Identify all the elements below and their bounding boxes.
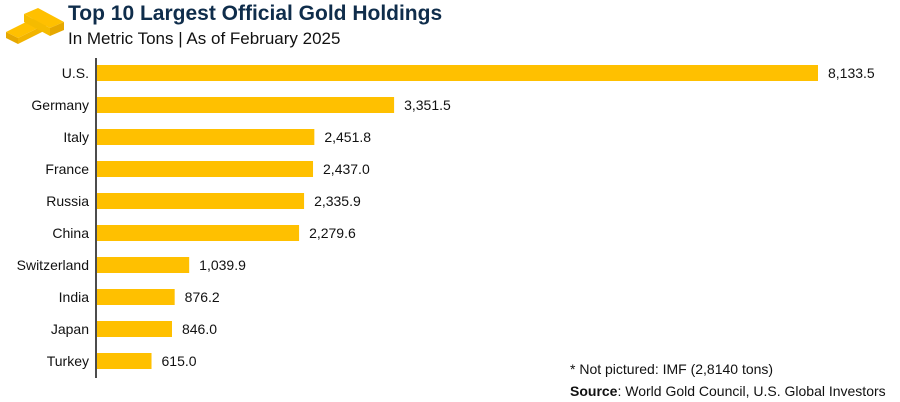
category-label: Turkey <box>47 353 89 369</box>
bar <box>97 321 172 337</box>
data-label: 876.2 <box>185 289 220 305</box>
bar <box>97 289 175 305</box>
chart-title: Top 10 Largest Official Gold Holdings <box>68 2 443 25</box>
source-label: Source <box>570 383 618 399</box>
bar <box>97 97 395 113</box>
category-label: Japan <box>51 321 89 337</box>
category-label: China <box>52 225 89 241</box>
data-label: 1,039.9 <box>199 257 246 273</box>
data-label: 2,279.6 <box>309 225 356 241</box>
data-label: 2,451.8 <box>324 129 371 145</box>
source-text: : World Gold Council, U.S. Global Invest… <box>617 383 886 399</box>
bar <box>97 193 305 209</box>
data-label: 615.0 <box>162 353 197 369</box>
data-label: 846.0 <box>182 321 217 337</box>
category-label: France <box>45 161 89 177</box>
data-label: 3,351.5 <box>404 97 451 113</box>
category-label: Russia <box>46 193 89 209</box>
data-label: 2,335.9 <box>314 193 361 209</box>
category-label: Switzerland <box>17 257 89 273</box>
chart-subtitle: In Metric Tons | As of February 2025 <box>68 29 341 48</box>
bar <box>97 353 152 369</box>
source-line: Source: World Gold Council, U.S. Global … <box>570 383 886 399</box>
category-label: U.S. <box>62 65 89 81</box>
category-label: Italy <box>63 129 89 145</box>
data-label: 2,437.0 <box>323 161 370 177</box>
category-label: India <box>59 289 90 305</box>
category-label: Germany <box>31 97 89 113</box>
bar <box>97 129 315 145</box>
bar <box>97 257 190 273</box>
footnote: * Not pictured: IMF (2,8140 tons) <box>570 361 774 377</box>
bar <box>97 65 818 81</box>
data-label: 8,133.5 <box>828 65 875 81</box>
bar <box>97 225 300 241</box>
gold-bars-icon <box>6 8 64 44</box>
bar <box>97 161 314 177</box>
